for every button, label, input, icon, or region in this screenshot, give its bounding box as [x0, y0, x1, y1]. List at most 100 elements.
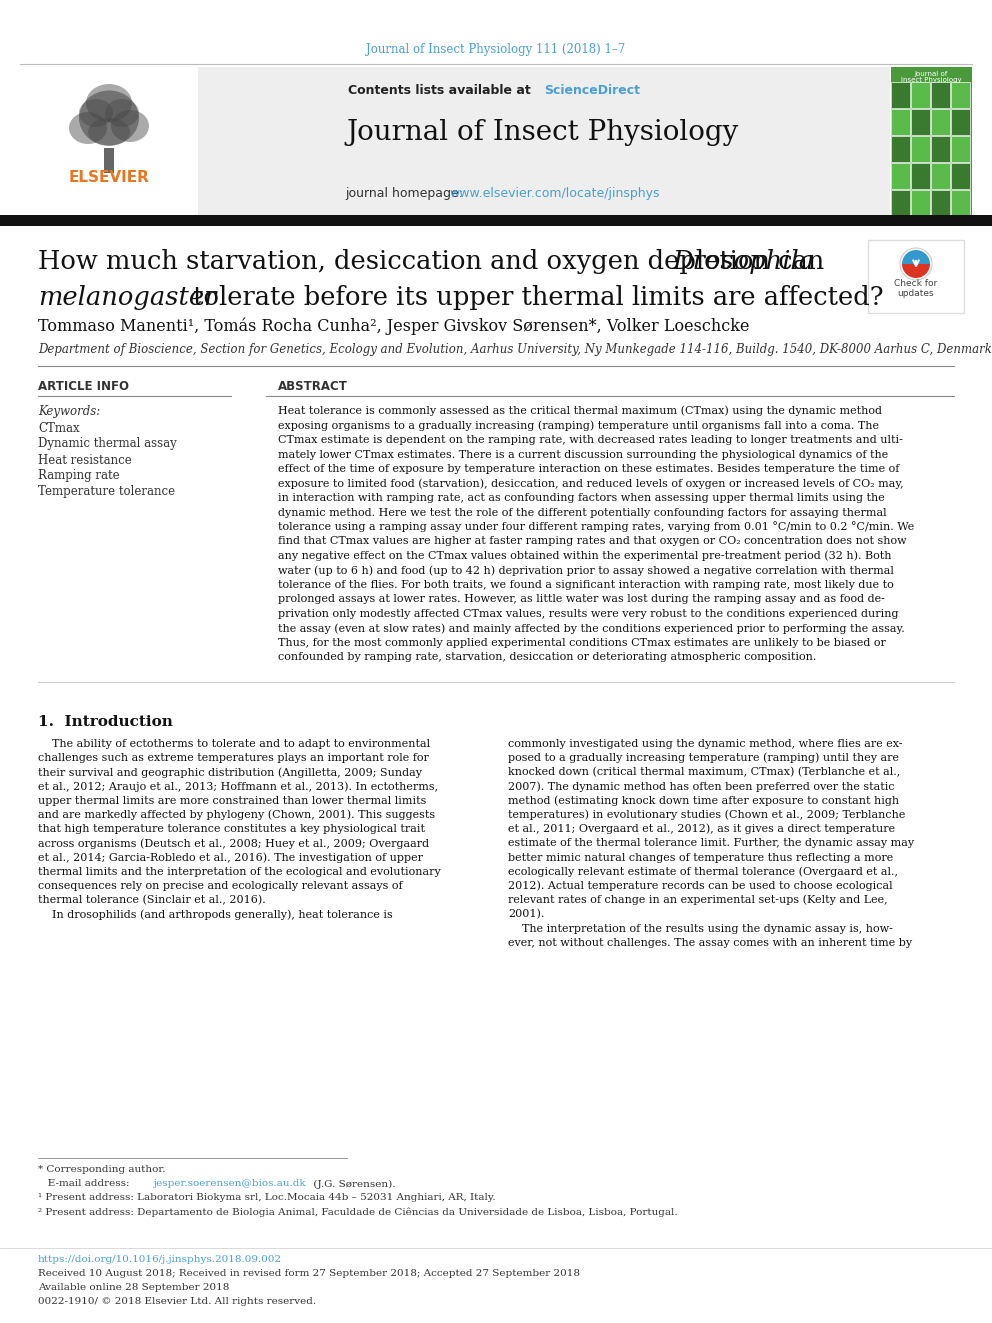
- Bar: [891, 136, 910, 161]
- Bar: [911, 136, 930, 161]
- Text: In drosophilids (and arthropods generally), heat tolerance is: In drosophilids (and arthropods generall…: [38, 909, 393, 919]
- Bar: [0, 216, 992, 226]
- Bar: [911, 82, 930, 108]
- Bar: [20, 67, 198, 216]
- Text: water (up to 6 h) and food (up to 42 h) deprivation prior to assay showed a nega: water (up to 6 h) and food (up to 42 h) …: [278, 565, 894, 576]
- Text: Temperature tolerance: Temperature tolerance: [38, 486, 176, 499]
- Text: How much starvation, desiccation and oxygen depletion can: How much starvation, desiccation and oxy…: [38, 249, 832, 274]
- Text: upper thermal limits are more constrained than lower thermal limits: upper thermal limits are more constraine…: [38, 796, 427, 806]
- Text: knocked down (critical thermal maximum, CTmax) (Terblanche et al.,: knocked down (critical thermal maximum, …: [508, 767, 901, 778]
- Text: thermal tolerance (Sinclair et al., 2016).: thermal tolerance (Sinclair et al., 2016…: [38, 896, 266, 905]
- Bar: [911, 191, 930, 216]
- Text: their survival and geographic distribution (Angilletta, 2009; Sunday: their survival and geographic distributi…: [38, 767, 422, 778]
- Text: across organisms (Deutsch et al., 2008; Huey et al., 2009; Overgaard: across organisms (Deutsch et al., 2008; …: [38, 837, 430, 848]
- Ellipse shape: [105, 99, 139, 127]
- Bar: [891, 67, 972, 216]
- Bar: [891, 163, 910, 189]
- Text: dynamic method. Here we test the role of the different potentially confounding f: dynamic method. Here we test the role of…: [278, 508, 887, 517]
- Text: et al., 2011; Overgaard et al., 2012), as it gives a direct temperature: et al., 2011; Overgaard et al., 2012), a…: [508, 824, 895, 835]
- Text: the assay (even at slow rates) and mainly affected by the conditions experienced: the assay (even at slow rates) and mainl…: [278, 623, 905, 634]
- Text: E-mail address:: E-mail address:: [38, 1180, 133, 1188]
- Text: find that CTmax values are higher at faster ramping rates and that oxygen or CO₂: find that CTmax values are higher at fas…: [278, 537, 907, 546]
- Bar: [911, 108, 930, 135]
- Ellipse shape: [69, 112, 107, 144]
- Text: Dynamic thermal assay: Dynamic thermal assay: [38, 438, 177, 451]
- Text: tolerate before its upper thermal limits are affected?: tolerate before its upper thermal limits…: [185, 286, 884, 311]
- Text: Journal of Insect Physiology: Journal of Insect Physiology: [347, 119, 739, 147]
- Ellipse shape: [79, 90, 139, 146]
- Text: estimate of the thermal tolerance limit. Further, the dynamic assay may: estimate of the thermal tolerance limit.…: [508, 839, 914, 848]
- Bar: [951, 108, 970, 135]
- Text: Drosophila: Drosophila: [672, 249, 814, 274]
- Bar: [951, 191, 970, 216]
- Text: exposure to limited food (starvation), desiccation, and reduced levels of oxygen: exposure to limited food (starvation), d…: [278, 478, 904, 488]
- Text: effect of the time of exposure by temperature interaction on these estimates. Be: effect of the time of exposure by temper…: [278, 464, 900, 474]
- Text: privation only modestly affected CTmax values, results were very robust to the c: privation only modestly affected CTmax v…: [278, 609, 899, 619]
- Text: ecologically relevant estimate of thermal tolerance (Overgaard et al.,: ecologically relevant estimate of therma…: [508, 867, 898, 877]
- Text: any negative effect on the CTmax values obtained within the experimental pre-tre: any negative effect on the CTmax values …: [278, 550, 892, 561]
- Text: Available online 28 September 2018: Available online 28 September 2018: [38, 1283, 229, 1293]
- Text: better mimic natural changes of temperature thus reflecting a more: better mimic natural changes of temperat…: [508, 852, 893, 863]
- Circle shape: [900, 247, 932, 280]
- Text: temperatures) in evolutionary studies (Chown et al., 2009; Terblanche: temperatures) in evolutionary studies (C…: [508, 810, 906, 820]
- Text: Department of Bioscience, Section for Genetics, Ecology and Evolution, Aarhus Un: Department of Bioscience, Section for Ge…: [38, 344, 992, 356]
- Text: updates: updates: [898, 288, 934, 298]
- Text: ELSEVIER: ELSEVIER: [68, 171, 150, 185]
- Bar: [891, 191, 910, 216]
- Text: Keywords:: Keywords:: [38, 406, 100, 418]
- Text: commonly investigated using the dynamic method, where flies are ex-: commonly investigated using the dynamic …: [508, 740, 903, 749]
- Bar: [931, 136, 950, 161]
- Text: tolerance of the flies. For both traits, we found a significant interaction with: tolerance of the flies. For both traits,…: [278, 579, 894, 590]
- Text: tolerance using a ramping assay under four different ramping rates, varying from: tolerance using a ramping assay under fo…: [278, 521, 915, 532]
- Text: The ability of ectotherms to tolerate and to adapt to environmental: The ability of ectotherms to tolerate an…: [38, 740, 431, 749]
- Text: Thus, for the most commonly applied experimental conditions CTmax estimates are : Thus, for the most commonly applied expe…: [278, 638, 886, 648]
- Text: Journal of: Journal of: [915, 71, 947, 77]
- Bar: [868, 239, 964, 314]
- Text: et al., 2014; Garcia-Robledo et al., 2016). The investigation of upper: et al., 2014; Garcia-Robledo et al., 201…: [38, 852, 423, 863]
- Bar: [931, 82, 950, 108]
- Bar: [911, 163, 930, 189]
- Bar: [931, 163, 950, 189]
- Text: consequences rely on precise and ecologically relevant assays of: consequences rely on precise and ecologi…: [38, 881, 403, 890]
- Text: Check for: Check for: [895, 279, 937, 287]
- Bar: [931, 191, 950, 216]
- Text: CTmax estimate is dependent on the ramping rate, with decreased rates leading to: CTmax estimate is dependent on the rampi…: [278, 435, 903, 445]
- Text: and are markedly affected by phylogeny (Chown, 2001). This suggests: and are markedly affected by phylogeny (…: [38, 810, 435, 820]
- Text: ScienceDirect: ScienceDirect: [544, 83, 640, 97]
- Text: ARTICLE INFO: ARTICLE INFO: [38, 380, 129, 393]
- Text: Journal of Insect Physiology 111 (2018) 1–7: Journal of Insect Physiology 111 (2018) …: [366, 44, 626, 57]
- Bar: [931, 108, 950, 135]
- Text: (J.G. Sørensen).: (J.G. Sørensen).: [310, 1179, 396, 1188]
- Text: relevant rates of change in an experimental set-ups (Kelty and Lee,: relevant rates of change in an experimen…: [508, 894, 888, 905]
- Ellipse shape: [111, 110, 149, 142]
- Bar: [951, 163, 970, 189]
- Text: Ramping rate: Ramping rate: [38, 470, 120, 483]
- Text: ABSTRACT: ABSTRACT: [278, 380, 348, 393]
- Text: CTmax: CTmax: [38, 422, 79, 434]
- Text: The interpretation of the results using the dynamic assay is, how-: The interpretation of the results using …: [508, 923, 893, 934]
- Bar: [951, 136, 970, 161]
- Text: Received 10 August 2018; Received in revised form 27 September 2018; Accepted 27: Received 10 August 2018; Received in rev…: [38, 1270, 580, 1278]
- Text: exposing organisms to a gradually increasing (ramping) temperature until organis: exposing organisms to a gradually increa…: [278, 421, 879, 431]
- Text: jesper.soerensen@bios.au.dk: jesper.soerensen@bios.au.dk: [153, 1180, 306, 1188]
- Text: 2007). The dynamic method has often been preferred over the static: 2007). The dynamic method has often been…: [508, 782, 895, 792]
- Text: melanogaster: melanogaster: [38, 286, 216, 311]
- Text: Insect Physiology: Insect Physiology: [901, 77, 961, 83]
- Text: journal homepage:: journal homepage:: [345, 187, 467, 200]
- Text: ever, not without challenges. The assay comes with an inherent time by: ever, not without challenges. The assay …: [508, 938, 912, 947]
- Wedge shape: [902, 265, 930, 278]
- Bar: [891, 82, 910, 108]
- Ellipse shape: [86, 83, 132, 122]
- Bar: [951, 82, 970, 108]
- Text: method (estimating knock down time after exposure to constant high: method (estimating knock down time after…: [508, 795, 899, 806]
- Text: et al., 2012; Araujo et al., 2013; Hoffmann et al., 2013). In ectotherms,: et al., 2012; Araujo et al., 2013; Hoffm…: [38, 782, 438, 792]
- Text: Heat resistance: Heat resistance: [38, 454, 132, 467]
- Text: Heat tolerance is commonly assessed as the critical thermal maximum (CTmax) usin: Heat tolerance is commonly assessed as t…: [278, 406, 882, 417]
- Wedge shape: [902, 250, 930, 265]
- Text: https://doi.org/10.1016/j.jinsphys.2018.09.002: https://doi.org/10.1016/j.jinsphys.2018.…: [38, 1256, 282, 1265]
- Text: Contents lists available at: Contents lists available at: [348, 83, 535, 97]
- Text: Tommaso Manenti¹, Tomás Rocha Cunha², Jesper Givskov Sørensen*, Volker Loeschcke: Tommaso Manenti¹, Tomás Rocha Cunha², Je…: [38, 318, 750, 335]
- Text: thermal limits and the interpretation of the ecological and evolutionary: thermal limits and the interpretation of…: [38, 867, 440, 877]
- Text: that high temperature tolerance constitutes a key physiological trait: that high temperature tolerance constitu…: [38, 824, 425, 835]
- Bar: [104, 148, 114, 173]
